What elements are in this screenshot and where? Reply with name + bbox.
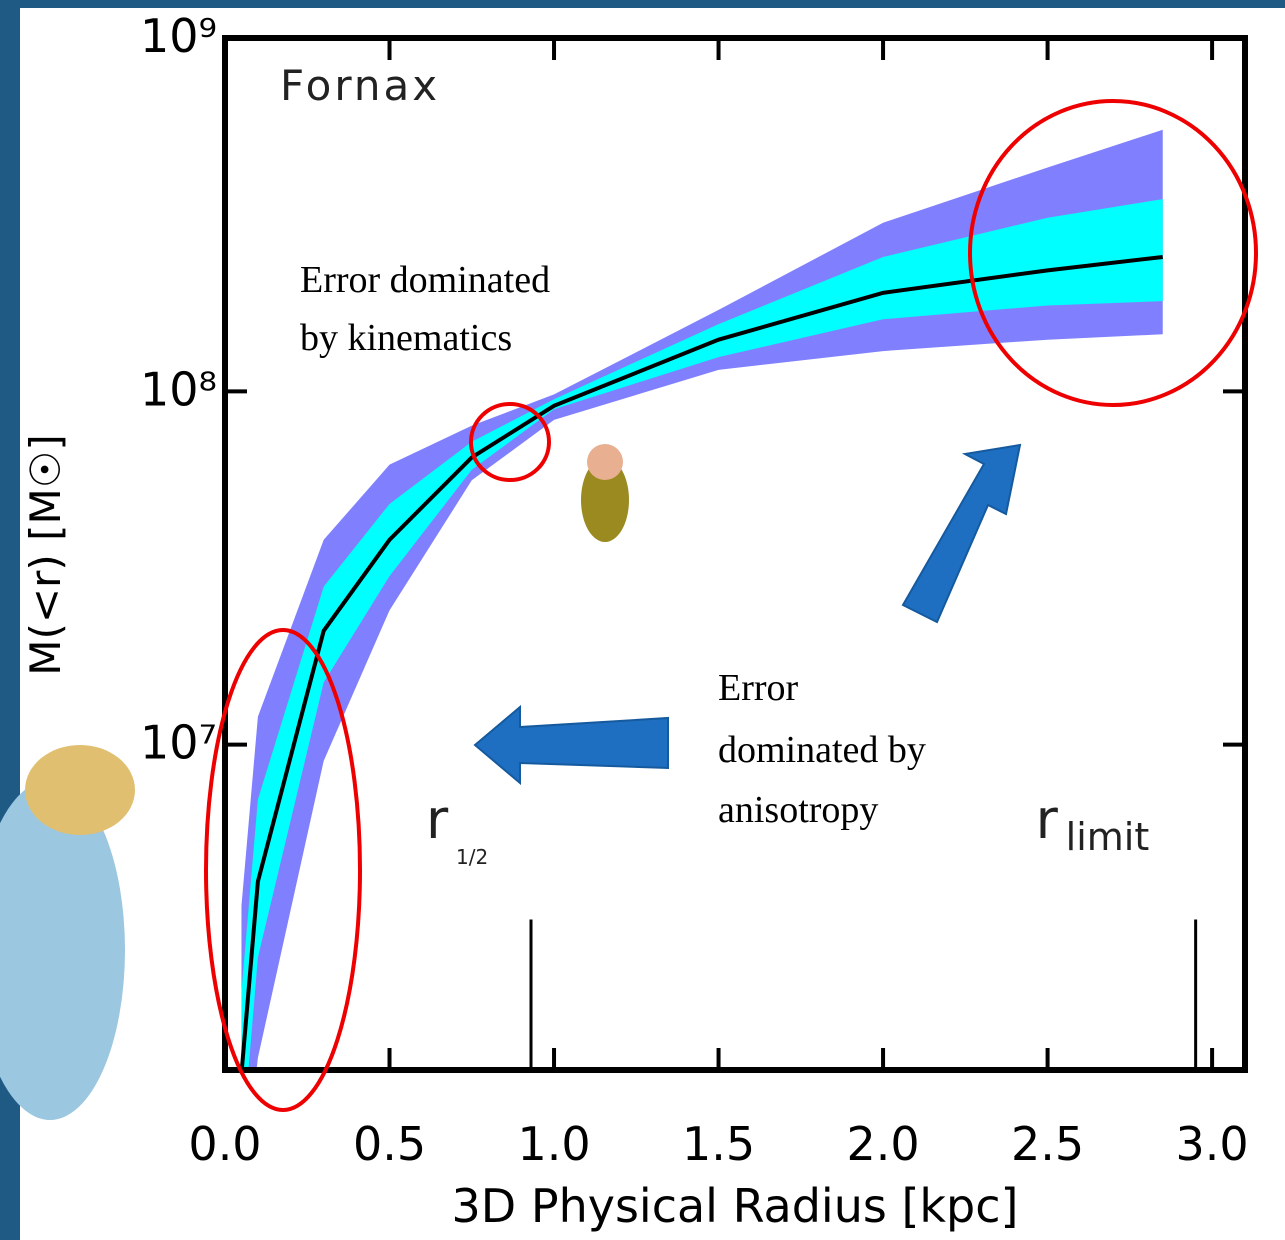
x-tick-label: 2.0 [846, 1117, 919, 1171]
annotation: dominated by [718, 729, 926, 771]
x-axis-title: 3D Physical Radius [kpc] [452, 1179, 1019, 1233]
marker-label: r [426, 788, 449, 851]
annotation: anisotropy [718, 789, 878, 831]
y-tick-label: 10⁸ [140, 362, 217, 416]
plot-area [239, 129, 1163, 1070]
highlight-ellipse [204, 628, 362, 1112]
annotation: Error [718, 667, 799, 709]
cartoon-figure [0, 780, 125, 1120]
highlight-ellipse [469, 402, 551, 482]
cartoon-figure [587, 444, 623, 480]
annotation-line: Error dominated [300, 259, 550, 301]
plot-frame [222, 35, 1248, 1073]
marker-subscript: 1/2 [456, 845, 488, 869]
x-tick-label: 1.0 [517, 1117, 590, 1171]
cartoon [0, 444, 629, 1120]
arrow [901, 443, 1022, 624]
y-tick-label: 10⁷ [140, 716, 217, 770]
x-tick-label: 1.5 [682, 1117, 755, 1171]
error-band [241, 199, 1163, 1070]
highlight-ellipse [968, 99, 1258, 407]
y-tick-label: 10⁹ [140, 9, 217, 63]
slide-border [0, 0, 1285, 8]
chart-title: Fornax [280, 61, 440, 110]
x-tick-label: 0.0 [188, 1117, 261, 1171]
x-tick-label: 3.0 [1176, 1117, 1249, 1171]
arrow [473, 704, 669, 786]
y-axis-title: M(<r) [M☉] [21, 434, 70, 675]
annotation: Error dominated by kinematics [300, 259, 560, 359]
cartoon-figure [25, 745, 135, 835]
x-tick-label: 2.5 [1011, 1117, 1084, 1171]
annotation-line: by kinematics [300, 317, 512, 359]
marker-label: r [1036, 788, 1059, 851]
marker-subscript: limit [1066, 815, 1150, 859]
x-tick-label: 0.5 [353, 1117, 426, 1171]
cartoon-figure [581, 458, 629, 542]
median-line [239, 255, 1163, 1070]
